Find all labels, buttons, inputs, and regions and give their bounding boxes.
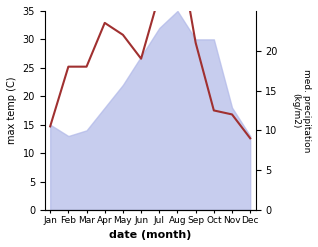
X-axis label: date (month): date (month)	[109, 230, 191, 240]
Y-axis label: max temp (C): max temp (C)	[7, 77, 17, 144]
Y-axis label: med. precipitation
(kg/m2): med. precipitation (kg/m2)	[292, 69, 311, 152]
